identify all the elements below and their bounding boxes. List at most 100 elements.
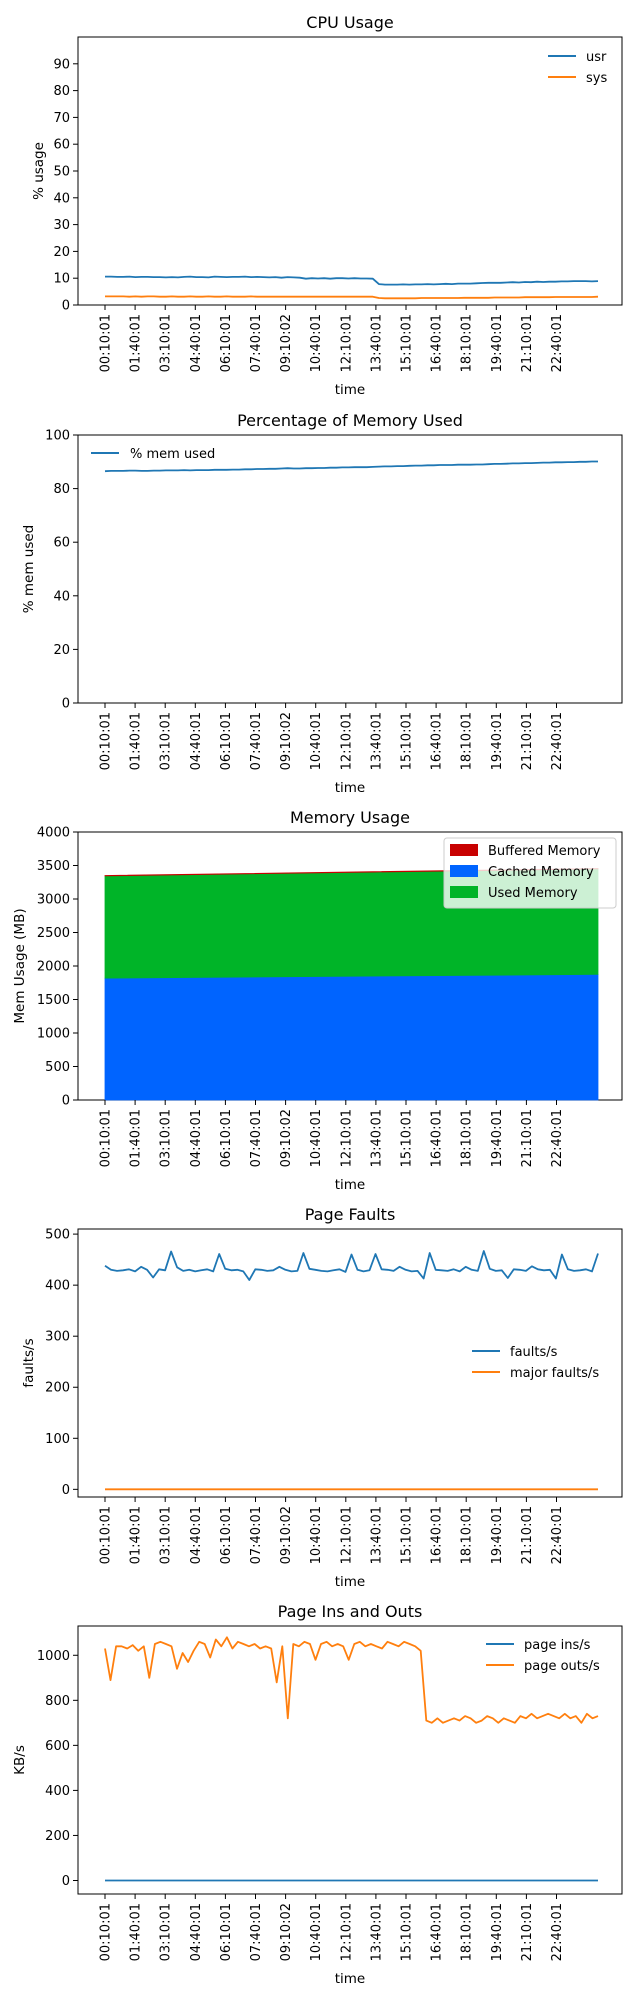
faults-xtick-label: 18:10:01 [460, 1506, 475, 1564]
mem-xtick-label: 01:40:01 [129, 712, 144, 770]
cpu-xtick-label: 19:40:01 [490, 314, 505, 372]
faults-series-faults-s [104, 1250, 599, 1281]
faults-ytick-label: 200 [45, 1381, 70, 1396]
pageio-xtick-label: 01:40:01 [129, 1903, 144, 1961]
memusage-x-axis-label: time [335, 1177, 366, 1193]
pageio-xtick-label: 22:40:01 [550, 1903, 565, 1961]
cpu-series-usr [105, 275, 599, 286]
faults-ytick-label: 300 [45, 1330, 70, 1345]
cpu-ytick-label: 90 [53, 57, 70, 72]
pageio-xtick-label: 10:40:01 [309, 1903, 324, 1961]
memusage-ytick-label: 0 [62, 1094, 70, 1109]
faults-xtick-label: 16:40:01 [430, 1506, 445, 1564]
cpu-y-axis-label: % usage [31, 142, 47, 200]
cpu-xtick-label: 03:10:01 [159, 314, 174, 372]
faults-xtick-label: 12:10:01 [339, 1506, 354, 1564]
memusage-xtick-label: 10:40:01 [309, 1109, 324, 1167]
cpu-ytick-label: 30 [53, 218, 70, 233]
pageio-ytick-label: 800 [45, 1694, 70, 1709]
faults-ytick-label: 500 [45, 1228, 70, 1243]
memusage-y-axis-label: Mem Usage (MB) [12, 908, 28, 1023]
pageio-xtick-label: 07:40:01 [249, 1903, 264, 1961]
pageio-ytick-label: 400 [45, 1784, 70, 1799]
pageio-ytick-label: 200 [45, 1829, 70, 1844]
pageio-series-page-outs-s [104, 1636, 599, 1724]
pageio-x-axis-label: time [335, 1971, 366, 1987]
memusage-xtick-label: 16:40:01 [430, 1109, 445, 1167]
memusage-legend-box [443, 837, 617, 909]
mem-series--mem-used [104, 460, 598, 473]
cpu-legend-usr-label: usr [586, 50, 607, 65]
faults-legend-major-label: major faults/s [510, 1366, 599, 1381]
cpu-ytick-label: 60 [53, 138, 70, 153]
pageio-xtick-label: 18:10:01 [460, 1903, 475, 1961]
mem-xtick-label: 10:40:01 [309, 712, 324, 770]
faults-legend-faults-label: faults/s [510, 1345, 558, 1360]
mem-ytick-label: 40 [53, 589, 70, 604]
cpu-xtick-label: 21:10:01 [520, 314, 535, 372]
cpu-ytick-label: 0 [62, 299, 70, 314]
pageio-legend-ins-label: page ins/s [524, 1638, 591, 1653]
mem-chart-title: Percentage of Memory Used [237, 411, 463, 430]
pageio-xtick-label: 06:10:01 [219, 1903, 234, 1961]
pageio-ytick-label: 1000 [37, 1649, 70, 1664]
page-faults-chart: Page Faults 0 100 200 300 400 500 00:10:01 01:… [21, 1205, 623, 1590]
pageio-ytick-label: 0 [62, 1874, 70, 1889]
memusage-xtick-label: 00:10:01 [99, 1109, 114, 1167]
mem-xtick-label: 06:10:01 [219, 712, 234, 770]
faults-ytick-label: 0 [62, 1483, 70, 1498]
faults-xtick-label: 00:10:01 [99, 1506, 114, 1564]
faults-xtick-label: 10:40:01 [309, 1506, 324, 1564]
memusage-ytick-label: 3500 [37, 859, 70, 874]
cpu-ytick-label: 80 [53, 84, 70, 99]
memusage-legend-used-swatch [450, 886, 478, 898]
memusage-legend: Buffered Memory Cached Memory Used Memor… [443, 837, 617, 909]
pageio-xtick-label: 15:10:01 [400, 1903, 415, 1961]
mem-xtick-label: 03:10:01 [159, 712, 174, 770]
memusage-legend-cached-label: Cached Memory [488, 865, 594, 880]
mem-legend-used-label: % mem used [130, 447, 215, 462]
cpu-usage-chart: CPU Usage 0 10 20 30 40 50 60 70 80 90 00:10:01 01… [31, 13, 623, 398]
faults-legend: faults/s major faults/s [472, 1345, 599, 1381]
mem-xtick-label: 16:40:01 [430, 712, 445, 770]
mem-ytick-label: 60 [53, 536, 70, 551]
memusage-xtick-label: 07:40:01 [249, 1109, 264, 1167]
cpu-xtick-label: 13:40:01 [369, 314, 384, 372]
memory-usage-chart: Memory Usage 0 500 1000 1500 2000 2500 3000 350… [12, 808, 623, 1193]
memusage-xtick-label: 06:10:01 [219, 1109, 234, 1167]
mem-y-axis-label: % mem used [21, 525, 37, 613]
cpu-xtick-label: 00:10:01 [99, 314, 114, 372]
pageio-xtick-label: 16:40:01 [430, 1903, 445, 1961]
cpu-plot-area [77, 36, 623, 306]
memusage-ytick-label: 1500 [37, 993, 70, 1008]
mem-plot-area [77, 434, 623, 704]
memusage-legend-used-label: Used Memory [488, 886, 578, 901]
memusage-xtick-label: 15:10:01 [400, 1109, 415, 1167]
cpu-ytick-label: 20 [53, 245, 70, 260]
memusage-xtick-label: 13:40:01 [369, 1109, 384, 1167]
faults-xtick-label: 15:10:01 [400, 1506, 415, 1564]
mem-x-axis-label: time [335, 780, 366, 796]
memusage-xtick-label: 04:40:01 [189, 1109, 204, 1167]
faults-chart-title: Page Faults [305, 1205, 396, 1224]
cpu-xtick-label: 22:40:01 [550, 314, 565, 372]
pageio-xtick-label: 00:10:01 [99, 1903, 114, 1961]
cpu-legend-sys-label: sys [586, 71, 607, 86]
cpu-xtick-label: 07:40:01 [249, 314, 264, 372]
pageio-xtick-label: 09:10:02 [279, 1903, 294, 1961]
pageio-xtick-label: 03:10:01 [159, 1903, 174, 1961]
faults-xtick-label: 03:10:01 [159, 1506, 174, 1564]
cpu-xtick-label: 15:10:01 [400, 314, 415, 372]
faults-xtick-label: 22:40:01 [550, 1506, 565, 1564]
memusage-ytick-label: 500 [45, 1060, 70, 1075]
faults-xtick-label: 01:40:01 [129, 1506, 144, 1564]
pageio-y-axis-label: KB/s [12, 1745, 28, 1775]
mem-legend: % mem used [91, 447, 215, 462]
cpu-xtick-label: 06:10:01 [219, 314, 234, 372]
pageio-xtick-label: 19:40:01 [490, 1903, 505, 1961]
mem-ytick-label: 80 [53, 482, 70, 497]
memusage-ytick-label: 2500 [37, 926, 70, 941]
mem-xtick-label: 18:10:01 [460, 712, 475, 770]
mem-xtick-label: 19:40:01 [490, 712, 505, 770]
